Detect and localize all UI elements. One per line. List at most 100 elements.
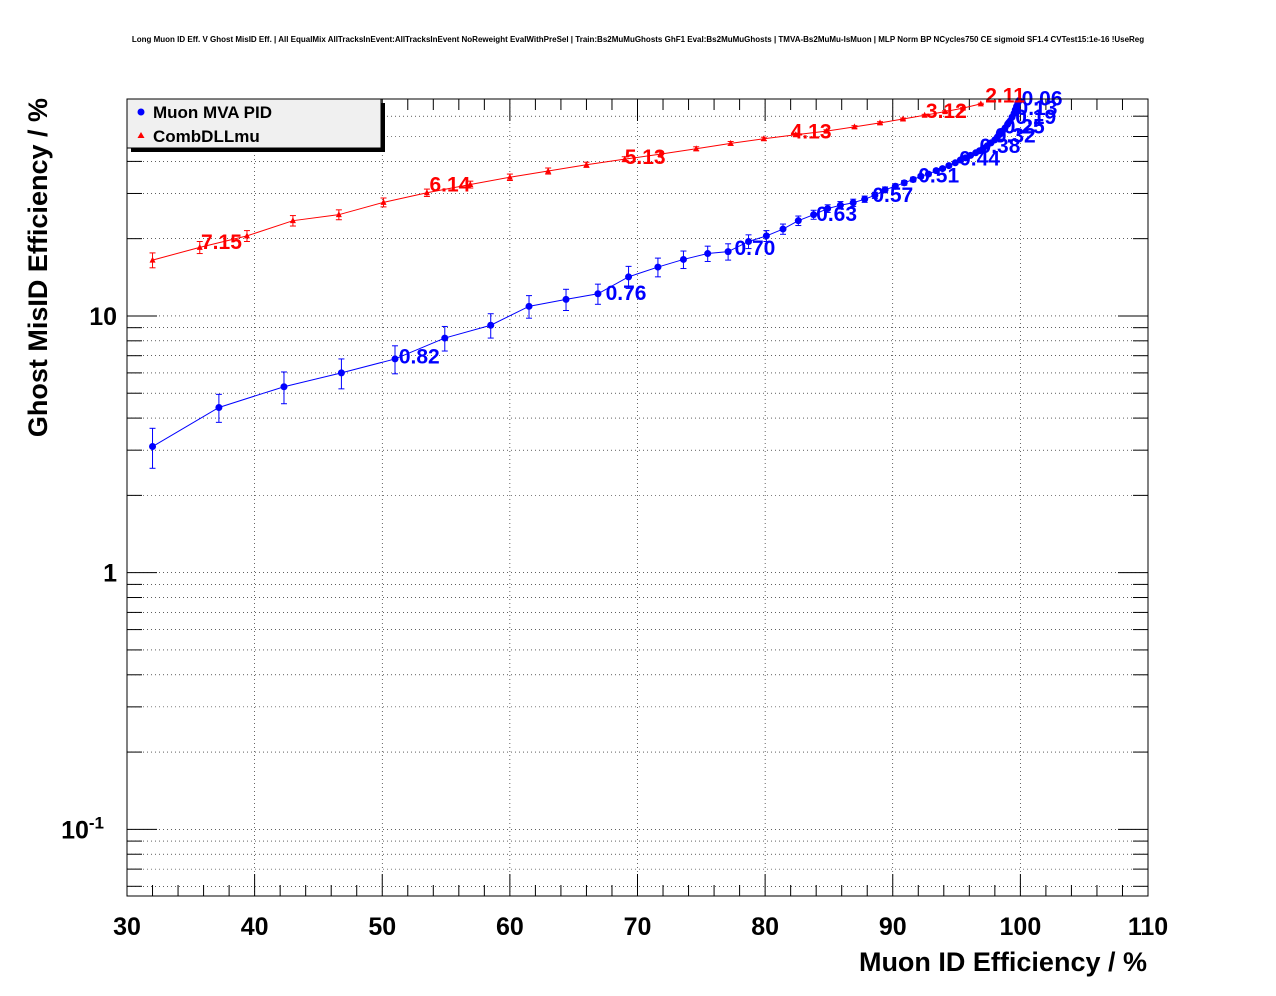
x-tick-label: 80 xyxy=(751,913,779,941)
data-point xyxy=(625,273,633,281)
data-point xyxy=(487,321,495,329)
data-label: 0.76 xyxy=(606,282,647,305)
data-label: 0.57 xyxy=(872,184,913,207)
data-point xyxy=(762,232,770,240)
data-point xyxy=(679,255,687,263)
data-label: 0.19 xyxy=(1015,106,1056,129)
data-label: 0.13 xyxy=(1017,97,1058,120)
data-point xyxy=(945,162,953,170)
legend-box xyxy=(126,98,382,149)
data-point xyxy=(921,111,928,118)
data-label: 0.25 xyxy=(1004,115,1045,138)
legend: Muon MVA PID CombDLLmu xyxy=(126,98,385,152)
data-point xyxy=(851,123,858,130)
data-point xyxy=(243,232,250,239)
data-point xyxy=(745,237,753,245)
y-axis-title: Ghost MisID Efficiency / % xyxy=(23,98,53,437)
x-tick-label: 70 xyxy=(624,913,652,941)
data-point xyxy=(876,119,883,126)
series-group xyxy=(149,97,1023,469)
data-point xyxy=(391,355,399,363)
data-label: 4.13 xyxy=(791,120,832,143)
x-tick-label: 90 xyxy=(879,913,907,941)
data-point xyxy=(861,195,869,203)
data-point xyxy=(621,155,628,162)
data-point xyxy=(654,263,662,271)
data-label: 5.13 xyxy=(625,146,666,169)
data-point xyxy=(823,127,830,134)
data-point xyxy=(337,369,345,377)
data-point xyxy=(693,145,700,152)
data-point xyxy=(724,248,732,256)
data-point xyxy=(824,205,832,213)
data-point xyxy=(951,159,959,167)
data-point xyxy=(891,182,899,190)
data-label: 3.12 xyxy=(926,100,967,123)
data-point xyxy=(704,250,712,258)
data-point xyxy=(594,290,602,298)
data-point xyxy=(441,334,449,342)
data-point xyxy=(149,256,156,263)
data-point xyxy=(849,199,857,207)
data-label: 0.82 xyxy=(399,346,440,369)
data-label: 0.38 xyxy=(980,135,1021,158)
data-point xyxy=(583,161,590,168)
x-tick-label: 30 xyxy=(113,913,141,941)
x-tick-label: 100 xyxy=(1000,913,1042,941)
data-point xyxy=(657,150,664,157)
data-point xyxy=(881,186,889,194)
x-tick-label: 110 xyxy=(1128,913,1168,941)
data-point xyxy=(917,172,925,180)
data-point xyxy=(562,295,570,303)
legend-marker-triangle-icon xyxy=(137,132,145,138)
data-point xyxy=(423,189,430,196)
data-label: 7.15 xyxy=(201,231,242,254)
y-tick-label: 1 xyxy=(103,560,117,588)
legend-marker-circle-icon xyxy=(137,108,145,116)
data-label: 2.11 xyxy=(985,84,1025,107)
x-tick-label: 60 xyxy=(496,913,524,941)
data-point xyxy=(380,198,387,205)
x-tick-label: 40 xyxy=(241,913,269,941)
data-point xyxy=(149,443,157,451)
cut-labels: 0.82 0.76 0.70 0.63 0.570.510.440.380.320.25… xyxy=(201,84,1063,368)
data-label: 0.44 xyxy=(959,147,1000,170)
data-point xyxy=(977,100,984,107)
data-point xyxy=(792,131,799,138)
legend-label-combdllmu: CombDLLmu xyxy=(153,127,260,146)
data-point xyxy=(959,104,966,111)
data-point xyxy=(900,179,908,187)
data-label: 0.32 xyxy=(995,125,1036,148)
data-point xyxy=(545,167,552,174)
data-point xyxy=(215,403,223,411)
data-point xyxy=(871,191,879,199)
data-point xyxy=(939,165,947,173)
data-point xyxy=(899,115,906,122)
data-point xyxy=(760,135,767,142)
data-point xyxy=(467,181,474,188)
plot-frame xyxy=(126,98,1149,897)
grid xyxy=(127,98,1148,896)
data-label: 0.70 xyxy=(734,237,775,260)
data-point xyxy=(836,201,844,209)
data-point xyxy=(942,108,949,115)
data-point xyxy=(196,243,203,250)
data-point xyxy=(810,211,818,219)
y-tick-label: 10-1 xyxy=(61,813,104,844)
tick-labels: 30 40 50 60 70 80 90 100 110 10 1 10-1 xyxy=(61,303,1168,941)
data-point xyxy=(335,211,342,218)
data-point xyxy=(727,139,734,146)
data-label: 0.51 xyxy=(918,165,959,188)
data-point xyxy=(280,383,288,391)
data-point xyxy=(924,170,932,178)
data-label: 0.63 xyxy=(816,203,857,226)
x-axis-title: Muon ID Efficiency / % xyxy=(859,947,1147,977)
data-point xyxy=(794,217,802,225)
data-point xyxy=(909,176,917,184)
chart-title: Long Muon ID Eff. V Ghost MisID Eff. | A… xyxy=(132,35,1144,44)
data-point xyxy=(289,217,296,224)
legend-label-muon-mva: Muon MVA PID xyxy=(153,103,272,122)
plot-area xyxy=(127,99,1148,896)
data-label: 6.14 xyxy=(429,174,470,197)
